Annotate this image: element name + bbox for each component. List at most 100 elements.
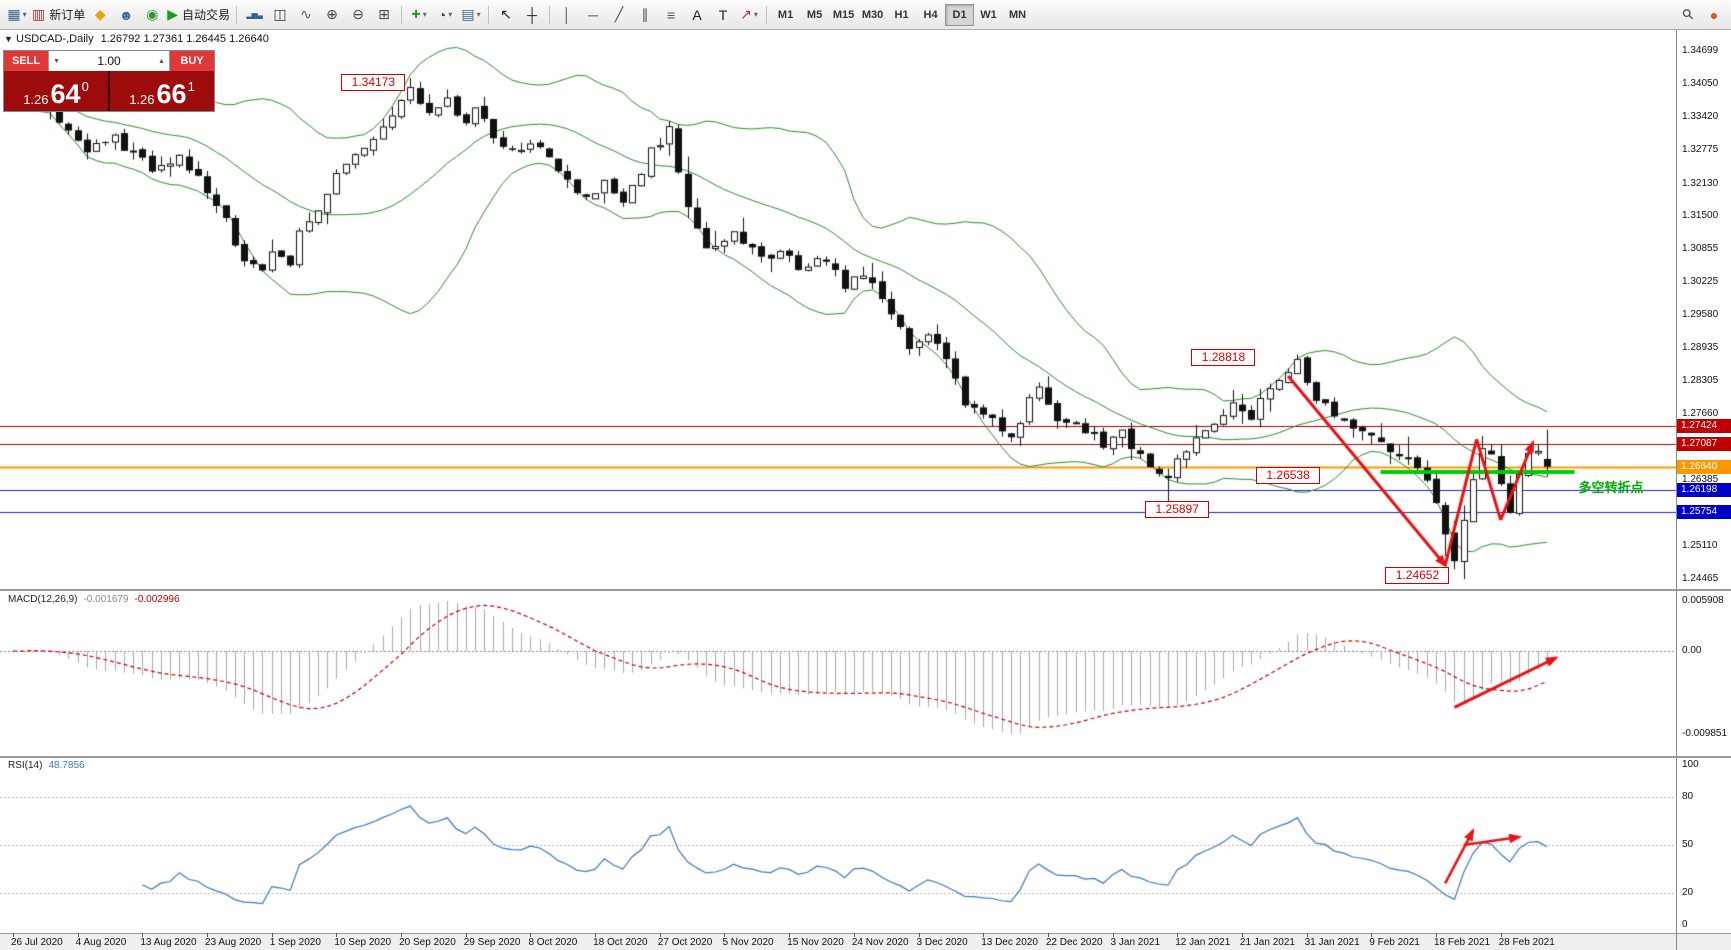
dropdown-arrow-icon[interactable]: ▾: [422, 10, 427, 19]
price-axis-separator: [1676, 30, 1677, 950]
bar-chart-icon[interactable]: ▂▅▃: [242, 3, 266, 27]
timeframe-button-mn[interactable]: MN: [1008, 8, 1027, 21]
crosshair-icon: ┼: [527, 6, 537, 23]
date-label: 21 Jan 2021: [1239, 937, 1295, 948]
sell-price-big: 64: [50, 79, 81, 110]
timeframe-button-d1[interactable]: D1: [945, 3, 975, 26]
zoom-out-icon[interactable]: ⊖: [346, 3, 370, 27]
periods-icon[interactable]: ◔ ▾: [433, 3, 457, 27]
channel-icon[interactable]: ∥: [633, 3, 657, 27]
text-label-icon[interactable]: T: [711, 3, 735, 27]
timeframe-button-h1[interactable]: H1: [894, 8, 909, 21]
price-label-box[interactable]: 1.28818: [1191, 349, 1256, 367]
rsi-axis-label: 20: [1682, 887, 1694, 898]
timeframe-button-m5[interactable]: M5: [806, 8, 823, 21]
sell-price-display[interactable]: 1.26 64 0: [4, 71, 108, 111]
date-tick: [789, 933, 791, 937]
line-chart-icon[interactable]: ∿: [294, 3, 318, 27]
text-icon[interactable]: A: [685, 3, 709, 27]
date-label: 12 Jan 2021: [1175, 937, 1231, 948]
panel-splitter-macd[interactable]: [0, 589, 1731, 591]
date-tick: [659, 933, 661, 937]
date-tick: [336, 933, 338, 937]
volume-value[interactable]: 1.00: [97, 54, 121, 68]
templates-icon[interactable]: ▤ ▾: [459, 3, 483, 27]
time-axis[interactable]: [0, 933, 1731, 950]
connection-status-icon[interactable]: ●: [1702, 3, 1726, 27]
search-icon[interactable]: ⚲: [1676, 3, 1700, 27]
price-axis-label: 1.33420: [1682, 110, 1719, 122]
horizontal-line-icon[interactable]: ─: [581, 3, 605, 27]
dropdown-arrow-icon[interactable]: ▾: [476, 10, 481, 19]
fibonacci-icon[interactable]: ≡: [659, 3, 683, 27]
date-tick: [853, 933, 855, 937]
volume-decrease-icon[interactable]: ▼: [53, 57, 60, 65]
new-order-button[interactable]: ▥ 新订单: [31, 3, 86, 27]
macd-value-main: -0.001679: [83, 594, 129, 605]
new-order-button-label: 新订单: [49, 8, 86, 22]
vertical-line-icon[interactable]: │: [555, 3, 579, 27]
price-axis-label: 1.24465: [1682, 573, 1719, 584]
date-label: 10 Sep 2020: [334, 937, 392, 948]
text-label-icon: T: [718, 6, 728, 23]
accounts-icon[interactable]: ☻: [114, 3, 138, 27]
arrows-tool-icon[interactable]: ↗ ▾: [737, 3, 761, 27]
new-chart-icon[interactable]: ▦ ▾: [5, 3, 29, 27]
timeframe-button-m1[interactable]: M1: [777, 8, 794, 21]
timeframe-button-w1[interactable]: W1: [980, 8, 997, 21]
date-tick: [1112, 933, 1114, 937]
buy-button[interactable]: BUY: [170, 51, 214, 71]
indicators-icon[interactable]: + ▾: [407, 3, 431, 27]
date-tick: [207, 933, 209, 937]
candlestick-chart-icon[interactable]: ◫: [268, 3, 292, 27]
dropdown-arrow-icon[interactable]: ▾: [448, 10, 453, 19]
timeframe-button-m30[interactable]: M30: [861, 8, 884, 21]
price-axis-label: 1.31500: [1682, 210, 1719, 222]
date-label: 8 Oct 2020: [528, 937, 578, 948]
date-label: 13 Dec 2020: [981, 937, 1038, 948]
price-label-box[interactable]: 1.34173: [341, 73, 406, 91]
date-label: 24 Nov 2020: [851, 937, 909, 948]
dropdown-arrow-icon[interactable]: ▾: [753, 10, 758, 19]
price-axis-label: 1.32130: [1682, 177, 1719, 189]
price-line-tag: 1.27424: [1677, 419, 1731, 434]
price-axis-label: 1.34699: [1682, 45, 1719, 56]
panel-splitter-rsi[interactable]: [0, 756, 1731, 758]
price-label-box[interactable]: 1.25897: [1145, 501, 1210, 519]
cursor-icon: ↖: [500, 6, 512, 22]
date-tick: [465, 933, 467, 937]
trendline-icon[interactable]: ╱: [607, 3, 631, 27]
price-line-tag: 1.26640: [1677, 459, 1731, 474]
price-axis-label: 1.32775: [1682, 144, 1719, 156]
price-label-box[interactable]: 1.24652: [1385, 567, 1450, 585]
price-axis-label: 1.26385: [1682, 473, 1719, 485]
autotrading-button[interactable]: ▶ 自动交易: [166, 3, 231, 27]
zoom-in-icon[interactable]: ⊕: [320, 3, 344, 27]
volume-increase-icon[interactable]: ▲: [158, 57, 165, 65]
toolbar: ▦ ▾ ▥ 新订单 ◆ ☻ ◉ ▶ 自动交易 ▂▅▃ ◫ ∿ ⊕ ⊖ ⊞ + ▾ ◔ ▾ ▤ ▾ ↖ ┼ │ ─ ╱ ∥ ≡ A T ↗ ▾ M…: [0, 0, 1731, 30]
date-tick: [1047, 933, 1049, 937]
metaeditor-icon[interactable]: ◆: [88, 3, 112, 27]
accounts-icon: ☻: [118, 6, 134, 23]
dropdown-arrow-icon[interactable]: ▾: [22, 10, 27, 19]
buy-price-display[interactable]: 1.26 66 1: [108, 71, 214, 111]
community-icon[interactable]: ◉: [140, 3, 164, 27]
volume-spinner[interactable]: ▼ 1.00 ▲: [48, 51, 170, 71]
zoom-in-icon: ⊕: [326, 6, 338, 22]
one-click-toggle-icon[interactable]: ▼: [4, 34, 13, 44]
search-icon: ⚲: [1678, 4, 1697, 24]
sell-button[interactable]: SELL: [4, 51, 48, 71]
rsi-axis-label: 100: [1682, 759, 1699, 770]
autotrading-button-label: 自动交易: [182, 8, 231, 22]
price-label-box[interactable]: 1.26538: [1256, 467, 1321, 485]
price-axis-label: 1.30855: [1682, 243, 1719, 255]
timeframe-button-m15[interactable]: M15: [832, 8, 855, 21]
price-axis-label: 1.27660: [1682, 408, 1719, 420]
tile-windows-icon[interactable]: ⊞: [372, 3, 396, 27]
timeframe-button-h4[interactable]: H4: [923, 8, 938, 21]
turning-point-label[interactable]: 多空转折点: [1578, 480, 1644, 496]
price-axis-label: 1.28305: [1682, 374, 1719, 386]
cursor-icon[interactable]: ↖: [494, 3, 518, 27]
crosshair-icon[interactable]: ┼: [520, 3, 544, 27]
